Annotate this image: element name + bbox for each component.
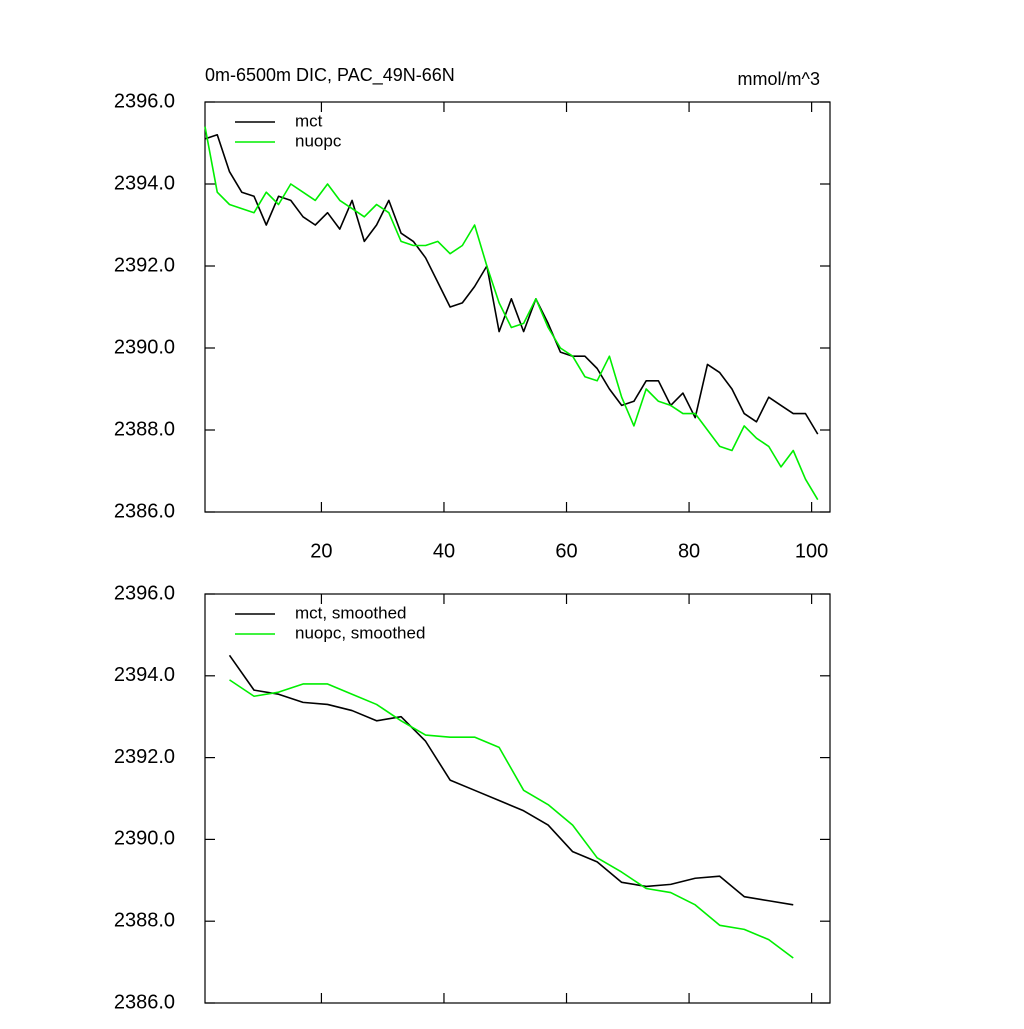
x-tick-label: 60 [555,540,577,562]
data-line [204,126,819,501]
y-tick-label: 2388.0 [114,418,175,440]
x-tick-label: 100 [795,540,828,562]
y-tick-label: 2392.0 [114,746,175,768]
data-line [228,654,794,906]
x-tick-label: 40 [433,540,455,562]
y-tick-label: 2394.0 [114,172,175,194]
plot-frame [204,101,831,513]
legend-label: nuopc, smoothed [295,623,425,642]
y-tick-label: 2396.0 [114,90,175,112]
data-line [229,679,794,959]
y-tick-label: 2386.0 [114,500,175,522]
x-tick-label: 80 [678,540,700,562]
legend-label: mct, smoothed [295,603,407,622]
legend-label: nuopc [295,131,342,150]
y-tick-label: 2390.0 [114,828,175,850]
y-tick-label: 2392.0 [114,254,175,276]
units-label: mmol/m^3 [738,69,820,89]
legend-label: mct [295,111,323,130]
chart-title: 0m-6500m DIC, PAC_49N-66N [205,65,455,86]
y-tick-label: 2396.0 [114,582,175,604]
y-tick-label: 2390.0 [114,336,175,358]
y-tick-label: 2394.0 [114,664,175,686]
y-tick-label: 2388.0 [114,909,175,931]
data-line [204,134,819,435]
y-tick-label: 2386.0 [114,991,175,1013]
plot-frame [204,593,831,1004]
x-tick-label: 20 [310,540,332,562]
